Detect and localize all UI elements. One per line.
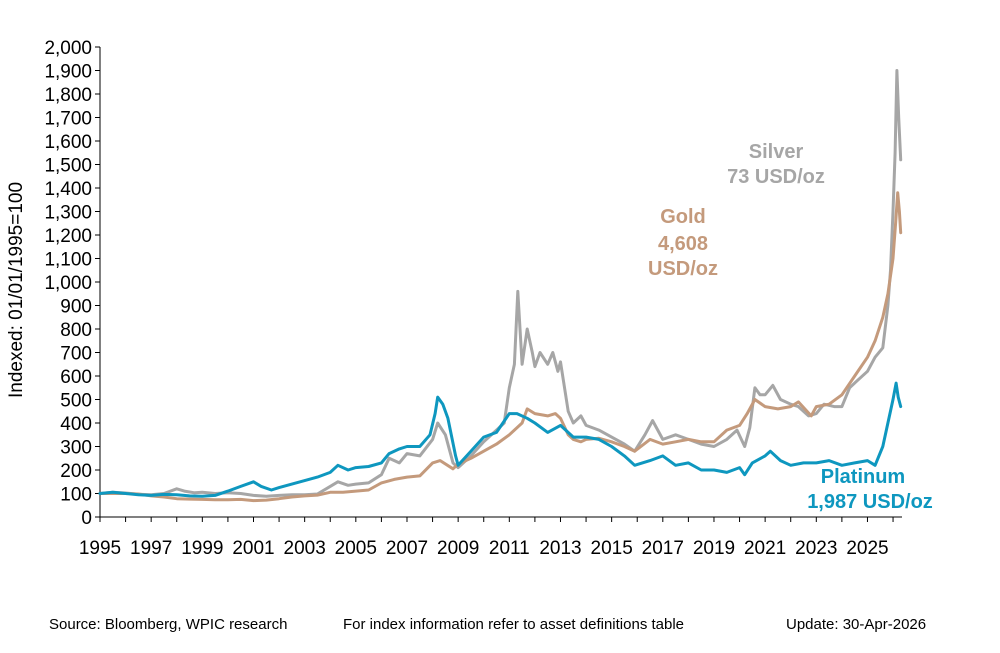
y-axis-label: Indexed: 01/01/1995=100 <box>6 182 27 398</box>
y-tick-label: 1,900 <box>44 62 92 83</box>
x-tick-label: 1999 <box>181 538 223 559</box>
silver-label-name: Silver <box>749 141 804 163</box>
footer-update: Update: 30-Apr-2026 <box>786 616 927 633</box>
x-tick-label: 2017 <box>642 538 684 559</box>
y-tick-label: 0 <box>81 508 92 529</box>
x-tick-label: 2007 <box>386 538 428 559</box>
y-tick-label: 1,800 <box>44 85 92 106</box>
y-tick-label: 1,100 <box>44 250 92 271</box>
gold-label-unit: USD/oz <box>648 258 718 280</box>
gold-label-name: Gold <box>660 206 706 228</box>
y-tick-label: 500 <box>60 391 92 412</box>
x-tick-label: 2009 <box>437 538 479 559</box>
x-tick-label: 1997 <box>130 538 172 559</box>
series-layer <box>98 69 903 503</box>
gold-label: Gold 4,608 USD/oz <box>648 206 718 280</box>
y-tick-label: 1,300 <box>44 203 92 224</box>
gold-series-line <box>98 191 903 503</box>
footer-source: Source: Bloomberg, WPIC research <box>49 616 288 633</box>
y-tick-label: 800 <box>60 320 92 341</box>
x-tick-label: 2015 <box>591 538 633 559</box>
y-tick-label: 600 <box>60 367 92 388</box>
y-tick-label: 2,000 <box>44 38 92 59</box>
y-tick-label: 1,600 <box>44 132 92 153</box>
footer-note: For index information refer to asset def… <box>343 616 685 633</box>
y-tick-label: 1,500 <box>44 156 92 177</box>
x-axis: 1995 1997 1999 2001 2003 2005 2007 2009 2011 2013… <box>79 516 902 559</box>
x-tick-label: 1995 <box>79 538 121 559</box>
y-tick-label: 1,200 <box>44 226 92 247</box>
y-tick-label: 1,400 <box>44 179 92 200</box>
x-tick-label: 2025 <box>846 538 888 559</box>
y-tick-label: 300 <box>60 438 92 459</box>
y-tick-label: 200 <box>60 461 92 482</box>
platinum-label-name: Platinum <box>821 466 905 488</box>
platinum-label: Platinum 1,987 USD/oz <box>807 466 933 513</box>
y-tick-label: 1,700 <box>44 109 92 130</box>
silver-series-line <box>98 69 903 498</box>
y-tick-label: 700 <box>60 344 92 365</box>
x-tick-label: 2021 <box>744 538 786 559</box>
x-tick-label: 2001 <box>232 538 274 559</box>
x-tick-label: 2005 <box>335 538 377 559</box>
silver-label-price: 73 USD/oz <box>727 166 825 188</box>
y-tick-label: 900 <box>60 297 92 318</box>
y-tick-label: 100 <box>60 485 92 506</box>
platinum-label-price: 1,987 USD/oz <box>807 491 933 513</box>
y-tick-label: 1,000 <box>44 273 92 294</box>
platinum-series-line <box>98 381 903 498</box>
y-tick-label: 400 <box>60 414 92 435</box>
x-tick-label: 2003 <box>284 538 326 559</box>
x-tick-label: 2011 <box>489 538 530 559</box>
gold-label-price: 4,608 <box>658 233 708 255</box>
x-tick-label: 2013 <box>539 538 581 559</box>
x-tick-label: 2023 <box>795 538 837 559</box>
silver-label: Silver 73 USD/oz <box>727 141 825 188</box>
x-tick-label: 2019 <box>693 538 735 559</box>
